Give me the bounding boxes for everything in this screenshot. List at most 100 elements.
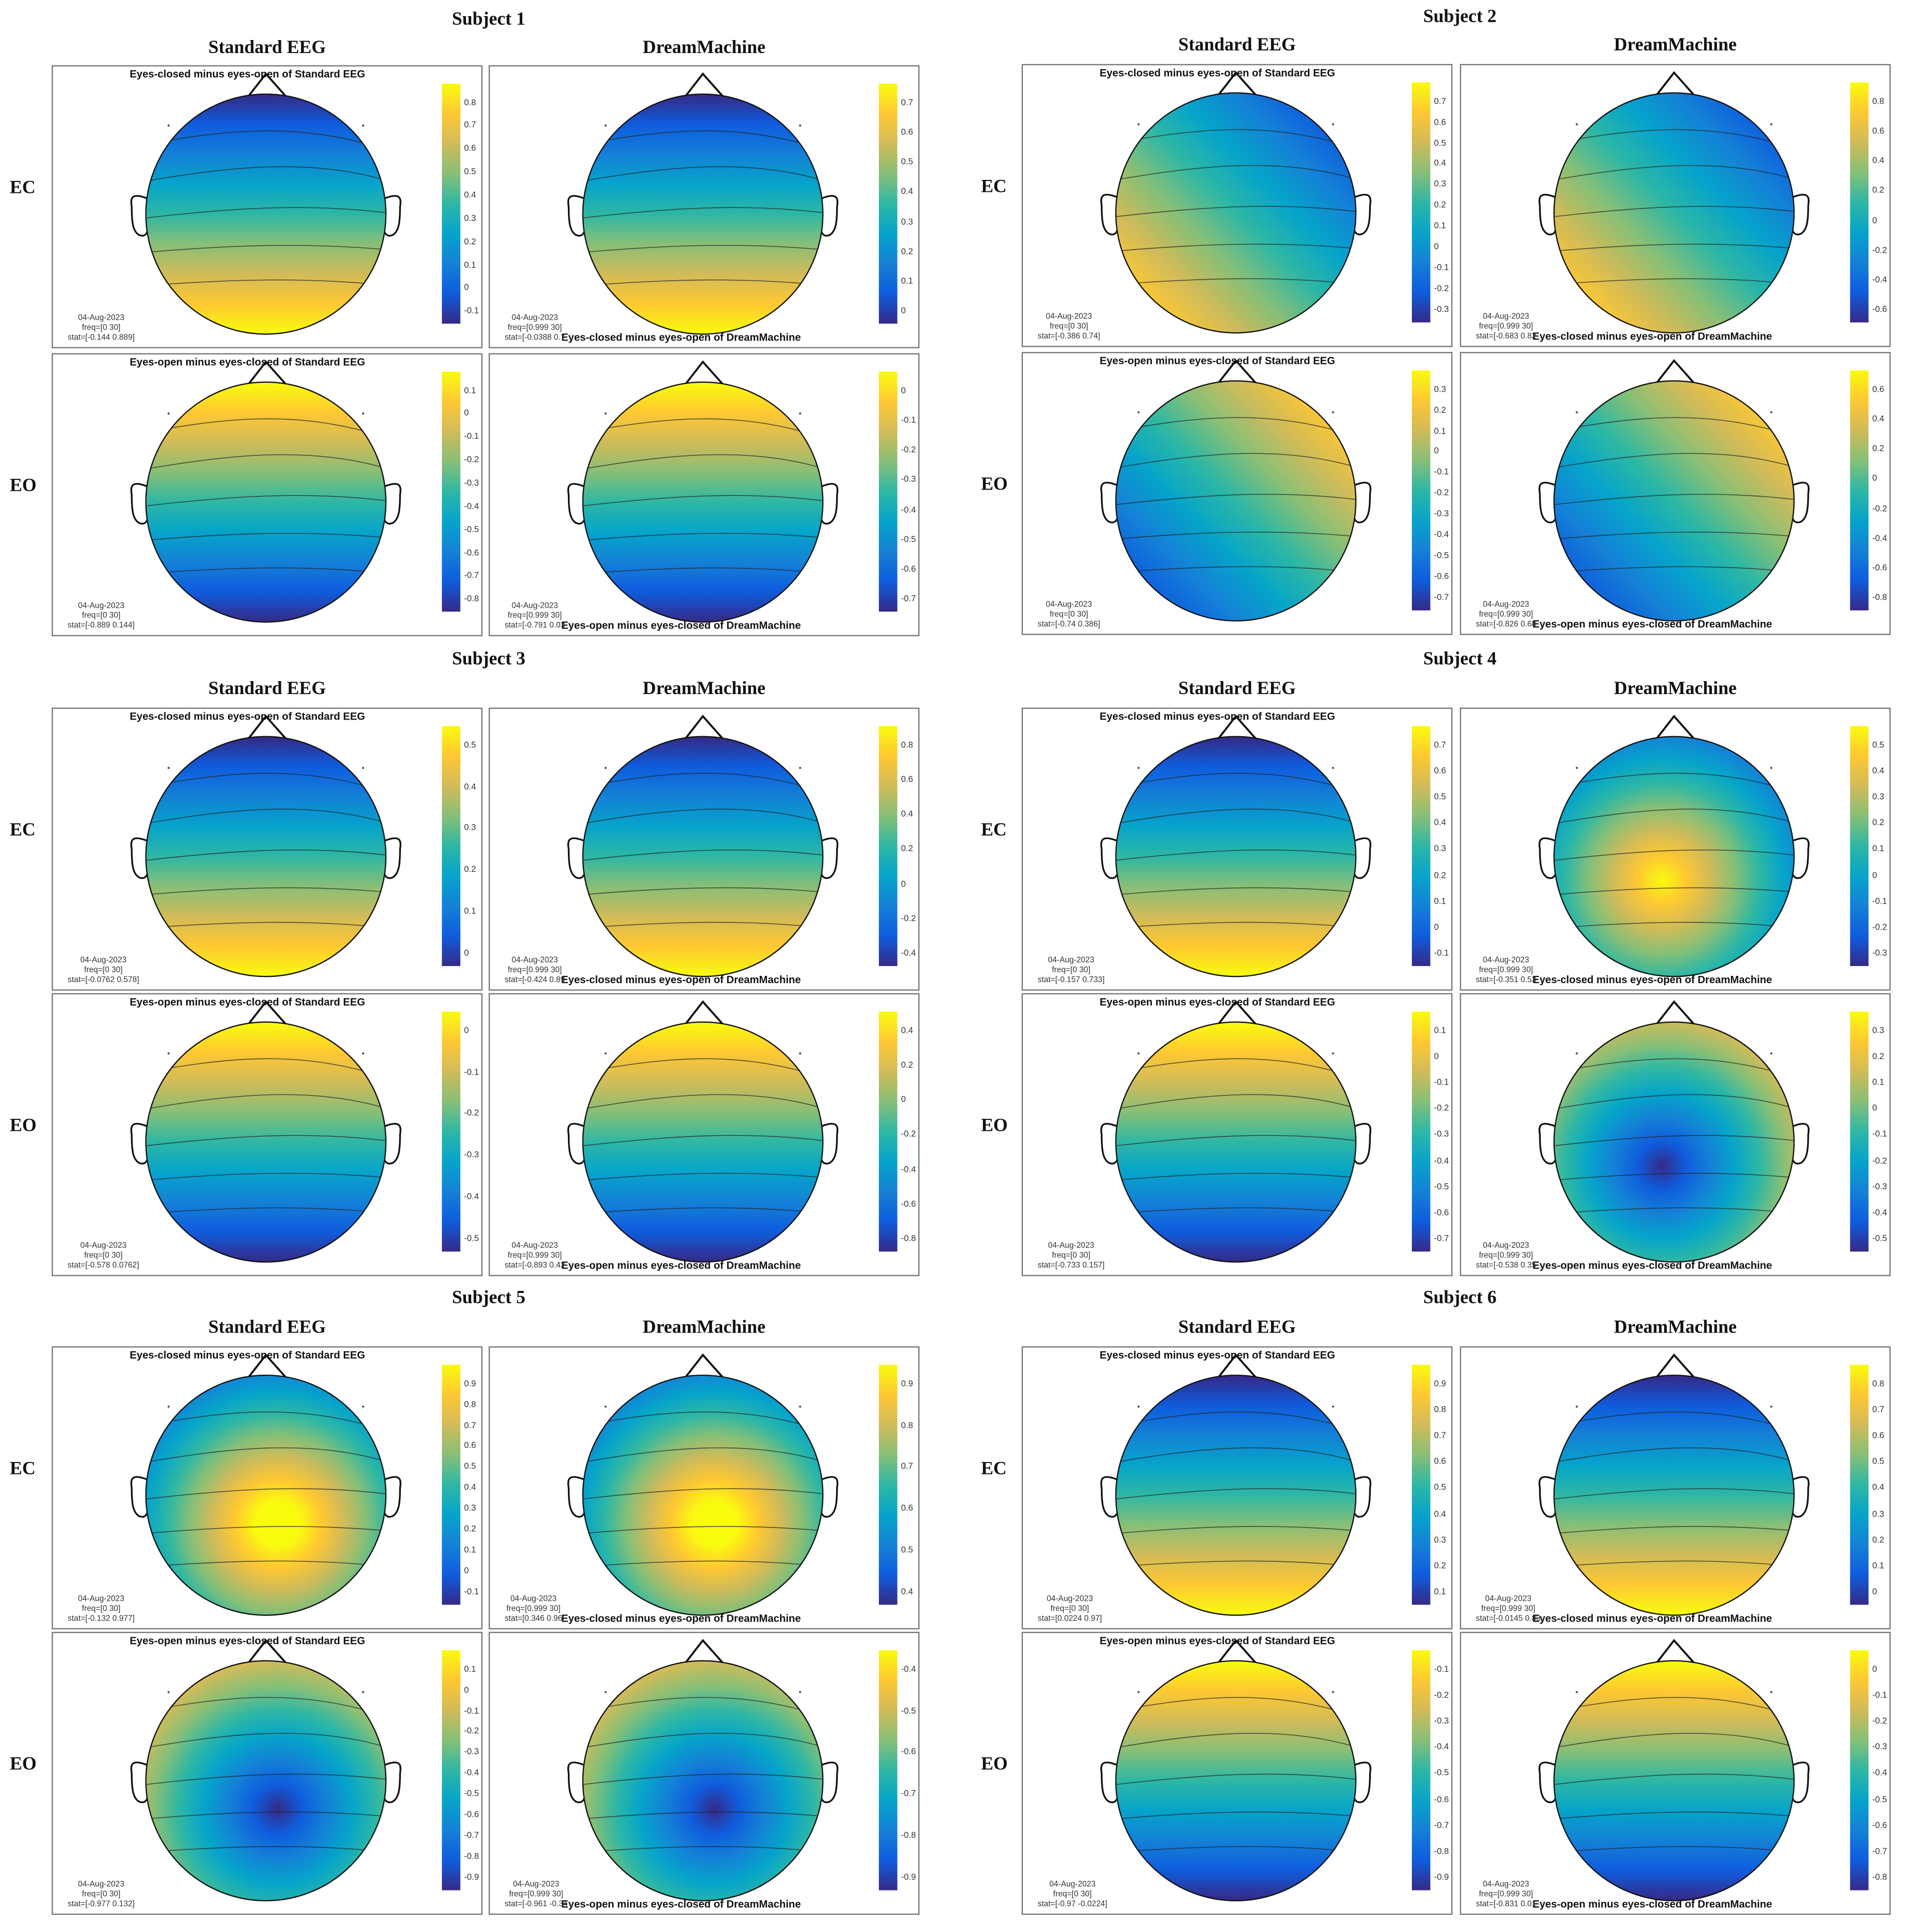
colorbar-tick-label: 0.3: [464, 824, 476, 833]
colorbar-tick-label: 0.1: [1434, 1026, 1446, 1035]
stat-text: stat=[-0.889 0.144]: [68, 621, 135, 630]
colorbar-tick-label: 0.6: [901, 776, 913, 785]
subject-title: Subject 1: [452, 9, 526, 30]
colorbar-tick-label: 0: [1434, 1052, 1439, 1062]
colorbar-tick-label: 0.5: [464, 168, 476, 177]
colorbar: [1850, 1011, 1869, 1252]
colorbar-tick-label: 0.1: [1434, 1588, 1446, 1597]
scalp-map: [1115, 380, 1357, 622]
colorbar-tick-label: 0.1: [464, 386, 476, 396]
head-outline: [1529, 997, 1824, 1270]
head-outline: [557, 1350, 853, 1623]
colorbar-tick-label: -0.3: [1872, 1743, 1887, 1752]
topoplot-panel: Eyes-closed minus eyes-open of Standard …: [51, 708, 483, 991]
colorbar-tick-label: -0.6: [1872, 1821, 1887, 1831]
colorbar-tick-label: 0.7: [901, 1463, 913, 1472]
colorbar-tick-label: -0.7: [1434, 1235, 1449, 1244]
panel-title: Eyes-open minus eyes-closed of DreamMach…: [561, 1897, 801, 1910]
freq-text: freq=[0.999 30]: [508, 966, 562, 975]
colorbar-tick-label: 0.6: [1872, 1432, 1885, 1441]
colorbar-tick-label: -0.1: [1872, 897, 1887, 906]
colorbar-tick-label: 0.5: [1872, 741, 1885, 750]
scalp-map: [145, 1021, 387, 1263]
colorbar-tick-label: -0.2: [1872, 1157, 1887, 1166]
panel-title: Eyes-open minus eyes-closed of Standard …: [1099, 354, 1335, 367]
colorbar-tick-label: 0.3: [1434, 845, 1446, 854]
freq-text: freq=[0 30]: [84, 966, 123, 975]
condition-label: EO: [981, 475, 1008, 495]
head-outline: [1529, 356, 1824, 629]
colorbar-tick-label: 0.2: [901, 247, 913, 256]
colorbar-tick-label: 0.7: [1434, 1432, 1446, 1441]
topoplot-panel: Eyes-closed minus eyes-open of DreamMach…: [488, 708, 920, 991]
stat-text: stat=[-0.826 0.68: [1476, 620, 1536, 629]
colorbar-tick-label: 0.4: [1872, 415, 1885, 424]
head-outline: [1529, 711, 1824, 984]
date-text: 04-Aug-2023: [1049, 1880, 1096, 1889]
colorbar-tick-label: 0.2: [1434, 202, 1446, 211]
colorbar-tick-label: 0.4: [901, 1026, 913, 1035]
panel-info: 04-Aug-2023 freq=[0 30] stat=[-0.74 0.386]: [1037, 601, 1100, 630]
colorbar-tick-label: 0.4: [1872, 156, 1885, 166]
date-text: 04-Aug-2023: [1045, 312, 1092, 321]
colorbar-tick-label: -0.4: [901, 1165, 916, 1174]
freq-text: freq=[0 30]: [82, 1604, 121, 1614]
column-heading: DreamMachine: [642, 1318, 765, 1338]
freq-text: freq=[0.999 30]: [506, 1604, 561, 1614]
scalp-map: [145, 1660, 387, 1902]
scalp-map: [145, 736, 387, 977]
column-heading: Standard EEG: [208, 38, 326, 58]
column-heading: DreamMachine: [1614, 35, 1737, 56]
freq-text: freq=[0 30]: [1050, 1604, 1089, 1614]
panel-title: Eyes-closed minus eyes-open of DreamMach…: [1532, 1612, 1772, 1625]
colorbar-tick-label: 0.7: [464, 122, 476, 130]
freq-text: freq=[0 30]: [1052, 1251, 1091, 1260]
stat-text: stat=[-0.893 0.42: [504, 1261, 565, 1270]
colorbar-tick-label: 0.3: [1872, 793, 1885, 802]
colorbar-tick-label: 0.4: [901, 1588, 913, 1597]
colorbar-tick-label: 0.5: [1434, 793, 1446, 802]
colorbar-tick-label: 0: [1434, 243, 1439, 252]
head-outline: [121, 997, 416, 1270]
head-outline: [1529, 68, 1824, 341]
condition-label: EO: [981, 1116, 1008, 1136]
colorbar-tick-label: 0.6: [901, 1505, 913, 1514]
colorbar-tick-label: -0.8: [901, 1235, 916, 1244]
colorbar-tick-label: -0.2: [901, 915, 916, 924]
subject-title: Subject 5: [452, 1288, 526, 1309]
colorbar-tick-label: 0: [464, 949, 469, 959]
colorbar-tick-label: -0.8: [464, 595, 479, 604]
panel-info: 04-Aug-2023 freq=[0.999 30] stat=[-0.831 0…: [1476, 1881, 1536, 1910]
colorbar: [442, 1365, 461, 1605]
scalp-map: [582, 1374, 824, 1616]
date-text: 04-Aug-2023: [78, 1595, 125, 1604]
colorbar-tick-label: 0.8: [901, 741, 913, 750]
freq-text: freq=[0.999 30]: [1478, 966, 1533, 975]
scalp-map: [1115, 1660, 1357, 1902]
colorbar-tick-label: 0.6: [901, 128, 913, 137]
colorbar-tick-label: -0.3: [464, 479, 479, 488]
colorbar-tick-label: -0.4: [1872, 1209, 1887, 1218]
scalp-map: [1553, 92, 1795, 334]
colorbar: [1850, 726, 1869, 967]
topoplot-panel: Eyes-closed minus eyes-open of DreamMach…: [488, 1346, 920, 1629]
date-text: 04-Aug-2023: [78, 602, 125, 611]
colorbar: [879, 83, 898, 324]
colorbar: [442, 371, 461, 612]
colorbar-tick-label: -0.5: [1434, 552, 1449, 561]
freq-text: freq=[0.999 30]: [1478, 1890, 1533, 1899]
colorbar-tick-label: -0.4: [1872, 534, 1887, 543]
scalp-map: [1553, 736, 1795, 977]
condition-label: EC: [981, 1459, 1007, 1480]
colorbar-tick-label: 0.3: [1434, 385, 1446, 394]
colorbar-tick-label: -0.2: [901, 446, 916, 455]
colorbar-tick-label: 0.8: [464, 1400, 476, 1409]
stat-text: stat=[-0.132 0.977]: [68, 1614, 135, 1624]
freq-text: freq=[0.999 30]: [1478, 322, 1533, 331]
scalp-map: [1553, 380, 1795, 622]
column-heading: Standard EEG: [208, 1318, 326, 1338]
stat-text: stat=[-0.977 0.132]: [68, 1900, 135, 1909]
panel-info: 04-Aug-2023 freq=[0.999 30] stat=[-0.961 -…: [504, 1881, 567, 1910]
colorbar-tick-label: 0.3: [1872, 1510, 1885, 1519]
colorbar-tick-label: -0.3: [1434, 1131, 1449, 1140]
